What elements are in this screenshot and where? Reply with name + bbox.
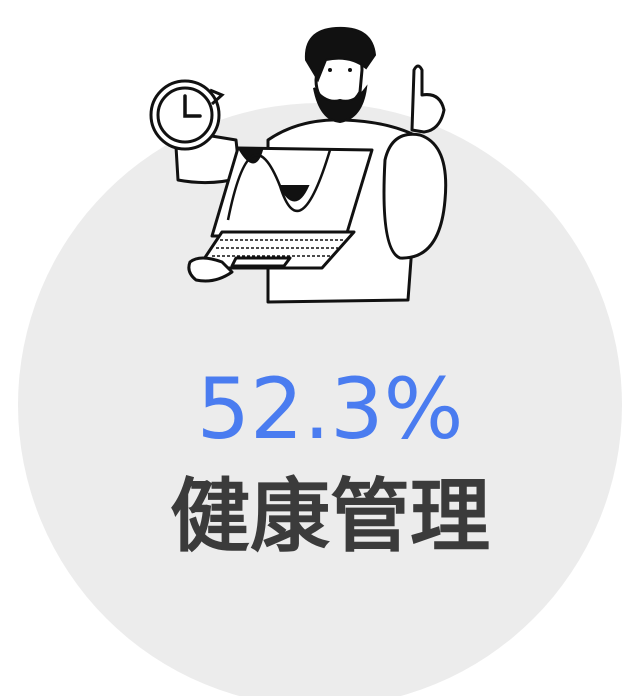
percentage: 52.3% xyxy=(197,360,464,458)
page: {"stat": {"percentage": "52.3%", "label"… xyxy=(0,0,622,696)
stat-card: 52.3% 健康管理 xyxy=(0,0,622,696)
category-label: 健康管理 xyxy=(170,470,490,563)
illustration xyxy=(151,28,446,302)
